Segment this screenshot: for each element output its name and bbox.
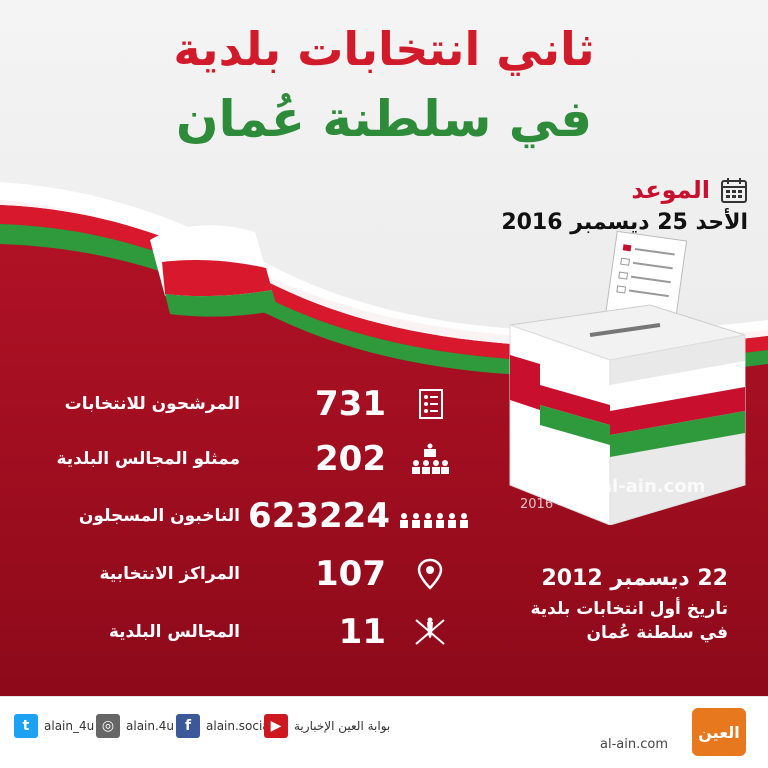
twitter-link[interactable]: t alain_4u bbox=[14, 713, 94, 739]
twitter-icon: t bbox=[14, 714, 38, 738]
site-url[interactable]: al-ain.com bbox=[600, 737, 668, 752]
al-ain-logo: العين bbox=[692, 708, 746, 756]
facebook-icon: f bbox=[176, 714, 200, 738]
stat-row-councils: المجالس البلدية 11 bbox=[0, 610, 768, 654]
location-pin-icon bbox=[417, 558, 443, 590]
instagram-link[interactable]: ◎ alain.4u bbox=[96, 713, 174, 739]
instagram-handle: alain.4u bbox=[126, 719, 175, 733]
calendar-icon bbox=[721, 178, 747, 203]
oman-emblem-icon bbox=[415, 617, 445, 645]
youtube-label: بوابة العين الإخبارية bbox=[294, 719, 391, 733]
facebook-handle: alain.social bbox=[206, 719, 274, 733]
twitter-handle: alain_4u bbox=[44, 719, 95, 733]
watermark-site: © www.al-ain.com bbox=[520, 476, 706, 497]
candidates-icon bbox=[419, 389, 443, 419]
watermark-years: 2016 - 2017 bbox=[520, 497, 600, 512]
title-line-2: في سلطنة عُمان bbox=[175, 90, 593, 148]
stat-value: 107 bbox=[315, 554, 386, 594]
first-election-block: 22 ديسمبر 2012 تاريخ أول انتخابات بلدية … bbox=[530, 566, 728, 645]
first-election-desc-1: تاريخ أول انتخابات بلدية bbox=[530, 599, 728, 619]
stat-row-centers: المراكز الانتخابية 107 bbox=[0, 552, 768, 596]
stat-value: 731 bbox=[315, 384, 386, 424]
stat-value: 623224 bbox=[248, 496, 390, 536]
date-label: الموعد bbox=[631, 176, 710, 204]
stat-row-voters: الناخبون المسجلون 623224 bbox=[0, 494, 768, 538]
date-value: الأحد 25 ديسمبر 2016 bbox=[501, 210, 748, 235]
stat-label: الناخبون المسجلون bbox=[78, 506, 240, 526]
stat-value: 202 bbox=[315, 439, 386, 479]
footer: t alain_4u ◎ alain.4u f alain.social ▶ ب… bbox=[0, 696, 768, 768]
stat-row-candidates: المرشحون للانتخابات 731 bbox=[0, 382, 768, 426]
stat-value: 11 bbox=[338, 612, 386, 652]
representatives-icon bbox=[412, 443, 449, 474]
first-election-desc-2: في سلطنة عُمان bbox=[586, 623, 728, 643]
youtube-icon: ▶ bbox=[264, 714, 288, 738]
date-block: الموعد الأحد 25 ديسمبر 2016 bbox=[501, 176, 748, 235]
ballot-box-illustration bbox=[509, 230, 746, 525]
voters-icon bbox=[400, 513, 468, 528]
instagram-icon: ◎ bbox=[96, 714, 120, 738]
stat-label: المجالس البلدية bbox=[108, 622, 240, 642]
stat-label: المرشحون للانتخابات bbox=[64, 394, 240, 414]
stat-row-representatives: ممثلو المجالس البلدية 202 bbox=[0, 437, 768, 481]
stat-label: ممثلو المجالس البلدية bbox=[56, 449, 240, 469]
facebook-link[interactable]: f alain.social bbox=[176, 713, 273, 739]
stat-label: المراكز الانتخابية bbox=[99, 564, 240, 584]
youtube-link[interactable]: ▶ بوابة العين الإخبارية bbox=[264, 713, 390, 739]
watermark: © www.al-ain.com 2016 - 2017 bbox=[520, 476, 705, 512]
first-election-date: 22 ديسمبر 2012 bbox=[541, 566, 728, 591]
title-line-1: ثاني انتخابات بلدية bbox=[173, 22, 595, 76]
